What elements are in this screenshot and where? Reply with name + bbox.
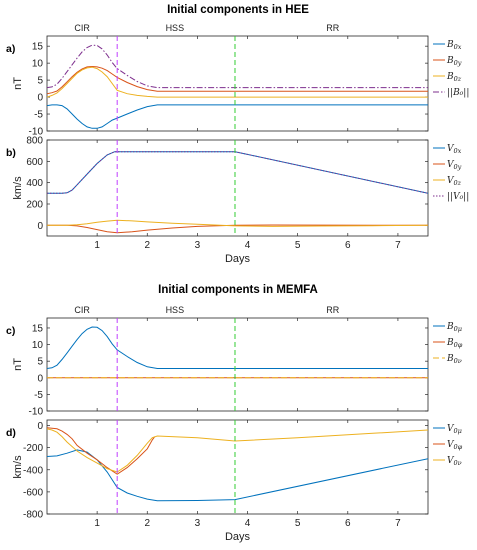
x-tick-label: 3 bbox=[195, 240, 201, 251]
y-tick-label: 0 bbox=[37, 221, 43, 232]
y-tick-label: 0 bbox=[37, 93, 43, 104]
panel-label: a) bbox=[6, 43, 15, 55]
legend-label: ||V₀|| bbox=[447, 192, 469, 202]
legend-label: V0ν bbox=[447, 456, 462, 467]
y-tick-label: 10 bbox=[32, 59, 44, 70]
plot-frame bbox=[46, 139, 429, 237]
plot-frame bbox=[46, 317, 429, 412]
x-tick-label: 7 bbox=[395, 240, 401, 251]
y-axis-label: km/s bbox=[12, 176, 24, 200]
y-tick-label: -5 bbox=[34, 390, 43, 401]
x-tick-label: 7 bbox=[395, 518, 401, 529]
y-tick-label: 400 bbox=[26, 178, 43, 189]
y-tick-label: -5 bbox=[34, 110, 43, 121]
x-tick-label: 2 bbox=[144, 518, 150, 529]
legend-label: V0z bbox=[447, 176, 462, 187]
y-tick-label: -10 bbox=[29, 407, 44, 418]
legend-label: B0φ bbox=[446, 338, 463, 349]
series-line-1 bbox=[47, 427, 156, 475]
section-title-memfa: Initial components in MEMFA bbox=[158, 284, 318, 296]
y-tick-label: -400 bbox=[23, 465, 43, 476]
y-tick-label: 0 bbox=[37, 421, 43, 432]
legend-label: B0ν bbox=[446, 354, 462, 365]
plot-frame bbox=[46, 35, 429, 132]
panel-c: -10 -5 0 5 10 15 nT c) CIR HSS RR B0μ B0φ B0ν bbox=[6, 305, 463, 418]
x-tick-label: 1 bbox=[94, 240, 100, 251]
y-tick-label: 800 bbox=[26, 136, 43, 147]
y-tick-label: 0 bbox=[37, 373, 43, 384]
panel-b: 0 200 400 600 800 1 2 3 4 5 6 7 km/s Days b) V0x V0y V0z |… bbox=[6, 136, 469, 266]
y-axis-label: km/s bbox=[12, 455, 24, 479]
x-tick-label: 2 bbox=[144, 240, 150, 251]
y-tick-label: -600 bbox=[23, 487, 43, 498]
x-tick-label: 3 bbox=[195, 518, 201, 529]
section-title-hee: Initial components in HEE bbox=[167, 4, 309, 16]
y-tick-label: 5 bbox=[37, 357, 43, 368]
legend-label: V0y bbox=[447, 160, 462, 171]
series-line-0 bbox=[47, 326, 428, 369]
x-axis-label: Days bbox=[225, 253, 251, 265]
legend-label: ||B₀|| bbox=[447, 88, 469, 98]
x-tick-label: 4 bbox=[245, 240, 251, 251]
panel-label: c) bbox=[6, 325, 15, 337]
y-tick-label: 600 bbox=[26, 157, 43, 168]
x-tick-label: 1 bbox=[94, 518, 100, 529]
legend-label: B0μ bbox=[446, 322, 462, 333]
region-label-hss: HSS bbox=[166, 23, 185, 33]
legend-label: V0φ bbox=[447, 440, 463, 451]
series-line-2 bbox=[47, 219, 428, 227]
region-label-hss: HSS bbox=[166, 305, 185, 315]
panel-label: b) bbox=[6, 147, 16, 159]
series-line-3 bbox=[47, 151, 428, 194]
y-tick-label: -200 bbox=[23, 443, 43, 454]
series-line-0 bbox=[47, 104, 428, 129]
y-tick-label: 10 bbox=[32, 340, 44, 351]
x-tick-label: 6 bbox=[345, 240, 351, 251]
y-axis-label: nT bbox=[12, 77, 24, 90]
plot-frame bbox=[46, 419, 429, 515]
y-tick-label: 200 bbox=[26, 200, 43, 211]
panel-label: d) bbox=[6, 427, 16, 439]
y-axis-label: nT bbox=[12, 358, 24, 371]
x-tick-label: 6 bbox=[345, 518, 351, 529]
series-line-1 bbox=[47, 224, 428, 234]
region-label-rr: RR bbox=[326, 23, 339, 33]
legend-label: B0z bbox=[446, 72, 462, 83]
x-axis-label: Days bbox=[225, 531, 251, 543]
series-line-2 bbox=[47, 66, 428, 98]
x-tick-label: 4 bbox=[245, 518, 251, 529]
legend-label: B0x bbox=[446, 40, 462, 51]
series-line-2 bbox=[47, 428, 428, 473]
y-tick-label: -800 bbox=[23, 510, 43, 521]
y-tick-label: 15 bbox=[32, 323, 44, 334]
y-tick-label: 15 bbox=[32, 42, 44, 53]
region-label-cir: CIR bbox=[74, 305, 90, 315]
region-label-cir: CIR bbox=[74, 23, 90, 33]
legend-label: V0x bbox=[447, 144, 462, 155]
x-tick-label: 5 bbox=[295, 240, 301, 251]
series-line-1 bbox=[47, 65, 428, 95]
panel-d: -800 -600 -400 -200 0 1 2 3 4 5 6 7 km/s Days d) V0μ V0φ… bbox=[6, 419, 463, 543]
legend-label: V0μ bbox=[447, 424, 462, 435]
x-tick-label: 5 bbox=[295, 518, 301, 529]
y-tick-label: -10 bbox=[29, 127, 44, 138]
y-tick-label: 5 bbox=[37, 76, 43, 87]
panel-a: -10 -5 0 5 10 15 nT a) CIR HSS RR B0x B0y B0z ||B₀|| bbox=[6, 23, 469, 138]
region-label-rr: RR bbox=[326, 305, 339, 315]
series-line-3 bbox=[47, 44, 428, 89]
legend-label: B0y bbox=[446, 56, 462, 67]
